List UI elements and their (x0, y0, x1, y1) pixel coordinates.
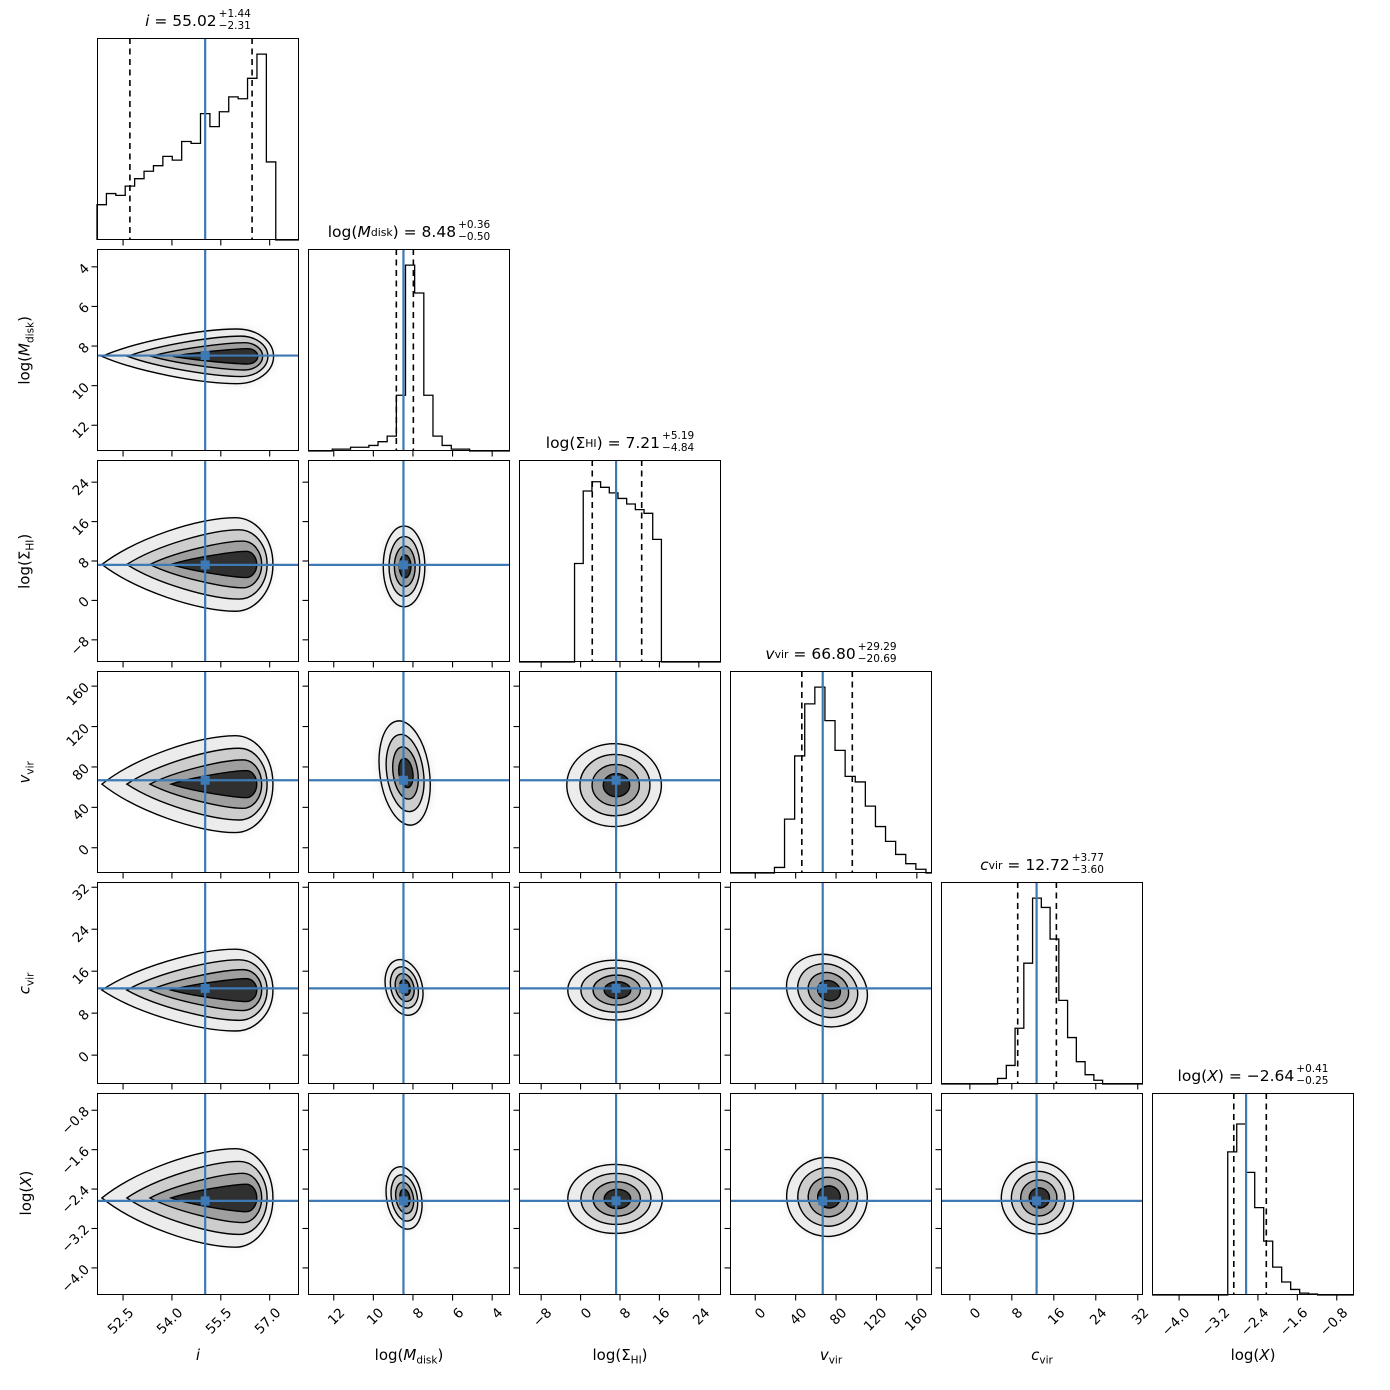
label-segment: vir (1039, 1354, 1053, 1367)
label-segment: ) (15, 316, 34, 322)
pair-panel-logMdisk-vs-i (91, 249, 299, 457)
label-segment: vir (774, 647, 789, 661)
label-segment: HI (24, 539, 37, 551)
label-segment: Σ (575, 434, 586, 452)
pair-panel-cvir-vs-vvir (724, 882, 932, 1090)
label-segment: ) (17, 1170, 35, 1177)
pair-panel-cvir-vs-logMdisk (302, 882, 510, 1090)
y-axis-label-vvir: vvir (16, 671, 37, 873)
label-segment: X (17, 1176, 35, 1187)
label-segment: M (357, 223, 371, 241)
label-segment: log( (374, 1346, 404, 1364)
hist-panel-logX (1152, 1093, 1354, 1301)
label-segment: i (195, 1346, 201, 1364)
label-segment: log( (1177, 1067, 1208, 1085)
label-segment: log( (592, 1346, 622, 1364)
title-uncertainty: +0.36 −0.50 (458, 219, 491, 243)
label-segment: v (15, 774, 34, 784)
y-axis-label-cvir: cvir (16, 882, 37, 1084)
pair-panel-logX-vs-cvir (935, 1093, 1143, 1301)
title-vvir: v vir = 66.80 +29.29 −20.69 (670, 640, 992, 668)
pair-panel-cvir-vs-logSigmaHI (513, 882, 721, 1090)
x-axis-label-logX: log(X) (1152, 1346, 1354, 1364)
label-segment: ) (1217, 1067, 1224, 1085)
title-value: = 8.48 (398, 223, 457, 241)
title-logX: log(X) = −2.64 +0.41 −0.25 (1092, 1062, 1390, 1090)
title-uncertainty: +29.29 −20.69 (857, 641, 897, 665)
label-segment: disk (416, 1354, 438, 1367)
label-segment: log( (545, 434, 576, 452)
label-segment: ) (596, 434, 603, 452)
title-uncertainty: +5.19 −4.84 (662, 430, 695, 454)
title-uncertainty: +3.77 −3.60 (1071, 852, 1104, 876)
label-segment: HI (585, 436, 597, 450)
pair-panel-cvir-vs-i (91, 882, 299, 1090)
label-segment: ) (1269, 1346, 1276, 1364)
y-axis-label-logSigmaHI: log(ΣHI) (16, 460, 37, 662)
label-segment: v (765, 645, 775, 663)
label-segment: vir (988, 858, 1003, 872)
label-segment: c (15, 985, 34, 995)
hist-panel-i (96, 38, 299, 246)
label-segment: Σ (15, 550, 34, 561)
label-segment: X (1259, 1346, 1270, 1364)
title-value: = 7.21 (602, 434, 661, 452)
title-cvir: c vir = 12.72 +3.77 −3.60 (881, 851, 1203, 879)
pair-panel-logSigmaHI-vs-i (91, 460, 299, 668)
pair-panel-logX-vs-logMdisk (302, 1093, 510, 1301)
label-segment: log( (327, 223, 358, 241)
label-segment: vir (24, 761, 37, 775)
label-segment: M (403, 1346, 417, 1364)
label-segment: c (1031, 1346, 1040, 1364)
pair-panel-logX-vs-logSigmaHI (513, 1093, 721, 1301)
hist-panel-vvir (730, 671, 932, 879)
label-segment: M (15, 343, 34, 356)
hist-panel-logMdisk (308, 249, 510, 457)
label-segment: ) (437, 1346, 444, 1364)
label-segment: vir (24, 972, 37, 986)
pair-panel-logX-vs-vvir (724, 1093, 932, 1301)
title-i: i = 55.02 +1.44 −2.31 (37, 7, 359, 35)
label-segment: HI (630, 1354, 642, 1367)
title-value: = 55.02 (149, 12, 217, 30)
pair-panel-vvir-vs-logMdisk (302, 671, 510, 879)
title-logSigmaHI: log(Σ HI) = 7.21 +5.19 −4.84 (459, 429, 781, 457)
pair-panel-logX-vs-i (91, 1093, 299, 1301)
label-segment: ) (392, 223, 399, 241)
label-segment: Σ (621, 1346, 631, 1364)
y-axis-label-logX: log(X) (17, 1092, 35, 1294)
pair-panel-logSigmaHI-vs-logMdisk (302, 460, 510, 668)
label-segment: c (980, 856, 989, 874)
title-value: = 66.80 (788, 645, 856, 663)
x-axis-label-logSigmaHI: log(ΣHI) (519, 1346, 721, 1367)
hist-panel-cvir (941, 882, 1143, 1090)
x-axis-label-vvir: vvir (730, 1346, 932, 1367)
pair-panel-vvir-vs-i (91, 671, 299, 879)
label-segment: vir (828, 1354, 843, 1367)
label-segment: ) (641, 1346, 648, 1364)
pair-panel-vvir-vs-logSigmaHI (513, 671, 721, 879)
y-axis-label-logMdisk: log(Mdisk) (16, 249, 37, 451)
label-segment: log( (1230, 1346, 1260, 1364)
label-segment: disk (370, 225, 393, 239)
label-segment: X (1207, 1067, 1218, 1085)
x-axis-label-i: i (97, 1346, 299, 1364)
title-value: = 12.72 (1002, 856, 1070, 874)
title-uncertainty: +0.41 −0.25 (1296, 1063, 1329, 1087)
label-segment: disk (24, 321, 37, 344)
hist-panel-logSigmaHI (519, 460, 721, 668)
title-uncertainty: +1.44 −2.31 (218, 8, 251, 32)
x-axis-label-cvir: cvir (941, 1346, 1143, 1367)
x-axis-label-logMdisk: log(Mdisk) (308, 1346, 510, 1367)
label-segment: ) (15, 533, 34, 540)
label-segment: log( (17, 1186, 35, 1216)
label-segment: v (819, 1346, 829, 1364)
label-segment: i (145, 12, 150, 30)
label-segment: log( (15, 355, 34, 385)
label-segment: log( (15, 560, 34, 589)
title-value: = −2.64 (1223, 1067, 1295, 1085)
